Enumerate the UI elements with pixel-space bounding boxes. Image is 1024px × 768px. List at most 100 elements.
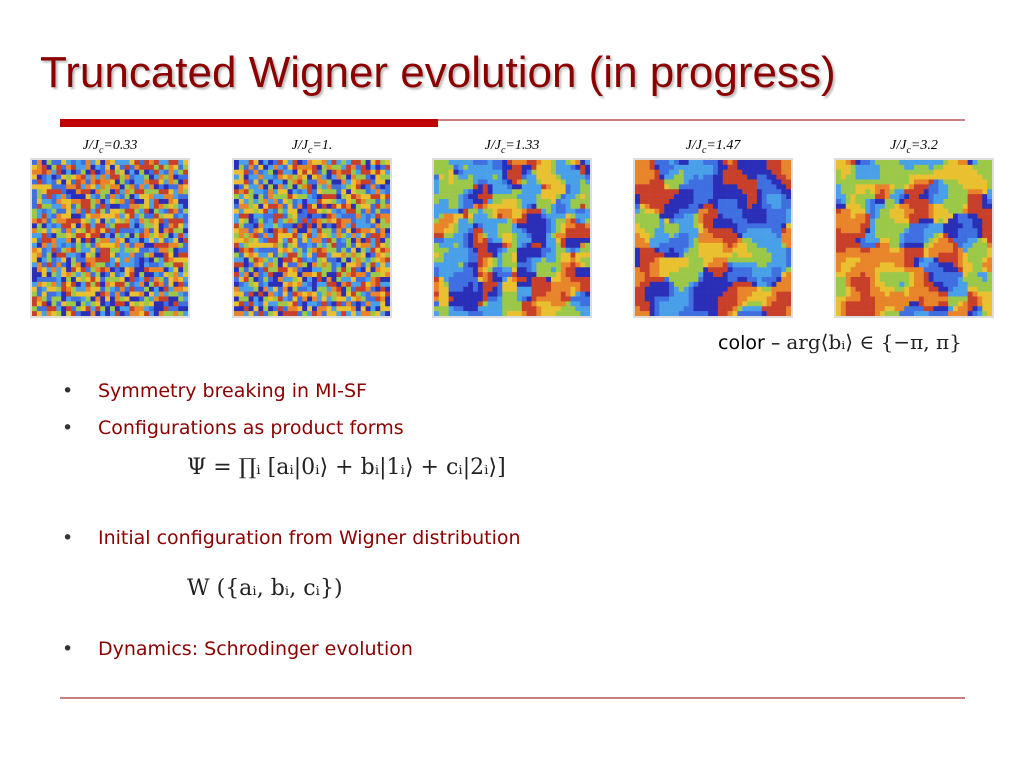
pixel xyxy=(458,306,464,312)
pixel xyxy=(766,223,772,229)
pixel xyxy=(531,277,537,283)
pixel xyxy=(85,164,91,171)
pixel xyxy=(365,184,371,190)
pixel xyxy=(786,277,792,283)
pixel xyxy=(771,199,777,205)
pixel xyxy=(717,247,724,253)
pixel xyxy=(153,164,160,171)
pixel xyxy=(292,296,298,302)
pixel xyxy=(448,169,454,175)
pixel xyxy=(66,228,72,234)
pixel xyxy=(139,228,145,234)
pixel xyxy=(134,160,140,166)
pixel xyxy=(80,169,86,175)
pixel xyxy=(717,277,724,283)
pixel xyxy=(158,267,164,273)
pixel xyxy=(80,296,86,302)
pixel xyxy=(312,213,318,219)
pixel xyxy=(80,194,86,200)
pixel xyxy=(277,306,284,312)
pixel xyxy=(776,291,782,297)
pixel xyxy=(95,174,101,180)
pixel xyxy=(66,306,72,312)
pixel xyxy=(683,184,689,190)
pixel xyxy=(507,296,513,302)
pixel xyxy=(727,179,733,185)
pixel xyxy=(845,184,851,190)
pixel xyxy=(967,199,973,205)
pixel xyxy=(468,189,474,195)
pixel xyxy=(884,247,890,253)
pixel xyxy=(341,296,347,302)
pixel xyxy=(370,194,376,200)
pixel xyxy=(717,272,724,278)
pixel xyxy=(51,257,57,263)
pixel xyxy=(263,189,269,195)
pixel xyxy=(649,164,655,171)
pixel xyxy=(742,267,748,273)
pixel xyxy=(747,228,753,234)
pixel xyxy=(56,174,62,180)
pixel xyxy=(41,238,47,244)
pixel xyxy=(173,277,179,283)
pixel xyxy=(468,296,474,302)
pixel xyxy=(90,272,96,278)
pixel xyxy=(341,184,347,190)
pixel xyxy=(36,208,43,214)
pixel xyxy=(870,286,876,292)
pixel xyxy=(370,189,376,195)
pixel xyxy=(737,174,743,180)
pixel xyxy=(453,213,459,219)
pixel xyxy=(497,272,503,278)
pixel xyxy=(761,199,767,205)
pixel xyxy=(865,247,871,253)
pixel xyxy=(443,164,449,171)
pixel xyxy=(85,252,91,258)
pixel xyxy=(238,306,245,312)
pixel xyxy=(516,218,523,224)
pixel xyxy=(546,291,552,297)
pixel xyxy=(693,252,699,258)
pixel xyxy=(962,233,968,239)
pixel xyxy=(987,160,993,166)
pixel xyxy=(487,218,493,224)
pixel xyxy=(321,194,327,200)
pixel xyxy=(575,189,581,195)
pixel xyxy=(153,281,160,288)
pixel xyxy=(56,179,62,185)
pixel xyxy=(124,262,130,268)
pixel xyxy=(664,252,670,258)
pixel xyxy=(909,242,915,249)
pixel xyxy=(737,189,743,195)
pixel xyxy=(659,247,665,253)
pixel xyxy=(168,247,174,253)
pixel xyxy=(575,203,581,210)
pixel xyxy=(688,160,694,166)
pixel xyxy=(756,281,763,288)
pixel xyxy=(674,296,680,302)
pixel xyxy=(46,203,52,210)
pixel xyxy=(144,213,150,219)
pixel xyxy=(756,252,763,258)
pixel xyxy=(453,311,459,317)
pixel xyxy=(56,189,62,195)
pixel xyxy=(957,223,964,229)
pixel xyxy=(693,184,699,190)
pixel xyxy=(536,262,542,268)
pixel xyxy=(982,286,988,292)
pixel xyxy=(66,208,72,214)
pixel xyxy=(316,301,323,307)
pixel xyxy=(307,291,313,297)
pixel xyxy=(521,296,527,302)
pixel xyxy=(268,164,274,171)
pixel xyxy=(904,199,910,205)
pixel xyxy=(962,203,968,210)
pixel xyxy=(307,233,313,239)
pixel xyxy=(302,291,308,297)
pixel xyxy=(845,262,851,268)
pixel xyxy=(336,208,342,214)
pixel xyxy=(124,291,130,297)
pixel xyxy=(914,233,920,239)
pixel xyxy=(771,286,777,292)
pixel xyxy=(380,257,386,263)
